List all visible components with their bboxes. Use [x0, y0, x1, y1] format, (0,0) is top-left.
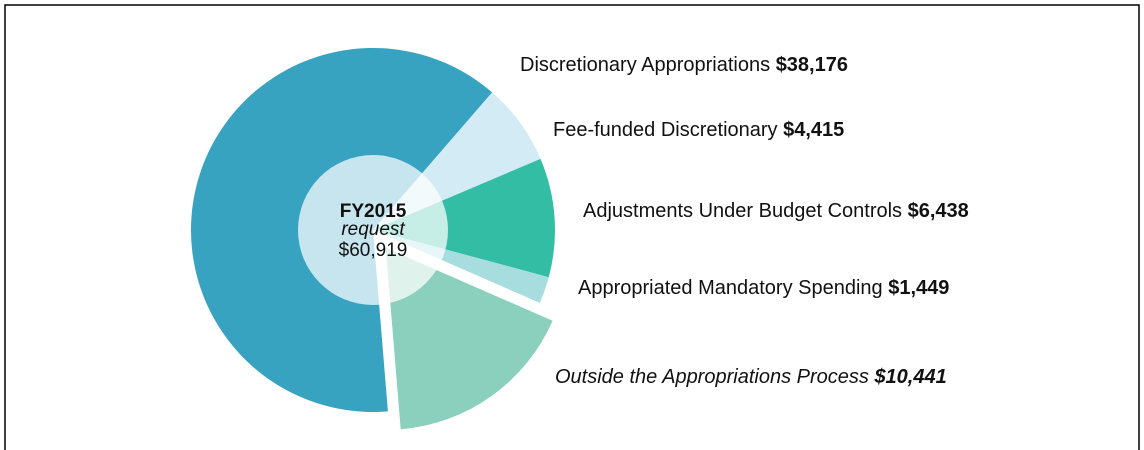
label-value: $6,438 [908, 200, 969, 222]
label-name: Adjustments Under Budget Controls [583, 200, 902, 222]
slice-label: Outside the Appropriations Process $10,4… [555, 366, 947, 388]
center-subtitle: request [341, 219, 405, 240]
frame [4, 4, 1140, 450]
center-title: FY2015 [340, 201, 407, 222]
label-value: $4,415 [783, 119, 844, 141]
label-name: Discretionary Appropriations [520, 54, 770, 76]
label-value: $1,449 [888, 277, 949, 299]
center-total: $60,919 [339, 240, 408, 261]
label-value: $38,176 [776, 54, 848, 76]
slice-label: Adjustments Under Budget Controls $6,438 [583, 200, 969, 222]
label-name: Appropriated Mandatory Spending [578, 277, 883, 299]
pie-slice [385, 247, 553, 430]
label-value: $10,441 [873, 366, 946, 388]
hub [298, 155, 448, 305]
label-name: Fee-funded Discretionary [553, 119, 778, 141]
pie-slice [373, 158, 555, 278]
slice-label: Fee-funded Discretionary $4,415 [553, 119, 844, 141]
slice-label: Discretionary Appropriations $38,176 [520, 54, 848, 76]
labels: Discretionary Appropriations $38,176 Fee-… [520, 54, 969, 388]
label-name: Outside the Appropriations Process [555, 366, 869, 388]
slice-label: Appropriated Mandatory Spending $1,449 [578, 277, 949, 299]
